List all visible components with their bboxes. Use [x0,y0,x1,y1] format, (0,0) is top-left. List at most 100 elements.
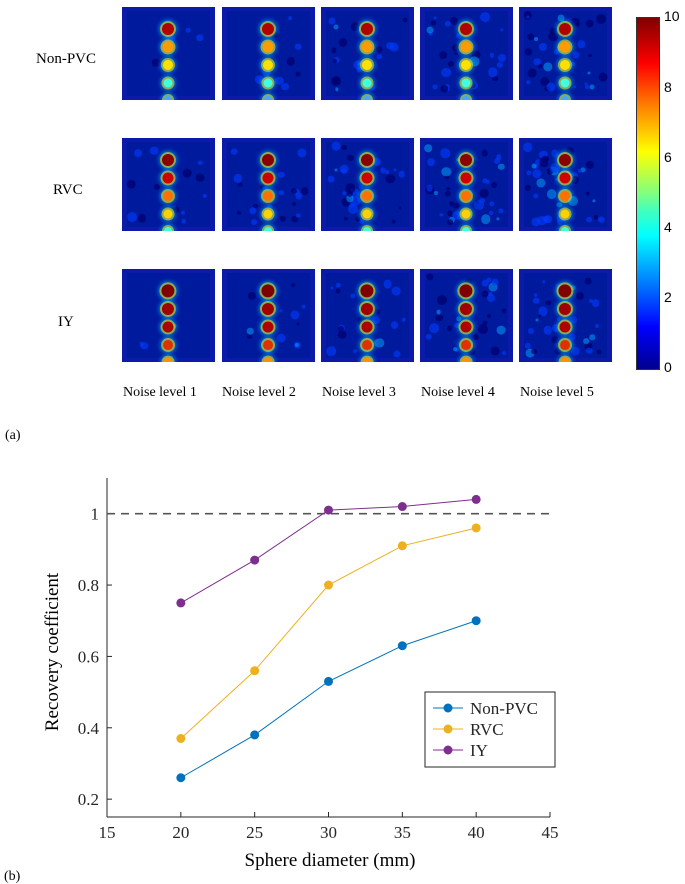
sphere-spot [161,284,175,298]
sphere-spot [362,78,372,88]
noise-speck [300,187,309,195]
noise-speck [593,215,599,220]
colorbar-tick: 8 [664,79,672,95]
y-tick-label: 0.2 [78,790,99,809]
noise-speck [526,15,530,19]
sphere-spot [163,357,173,362]
noise-speck [467,347,475,356]
noise-speck [472,159,478,165]
sphere-spot [262,41,274,53]
noise-speck [335,288,341,294]
noise-speck [482,320,488,325]
sphere-spot [460,321,472,333]
noise-speck [295,192,303,200]
legend-swatch-marker [443,745,453,755]
x-axis-label: Sphere diameter (mm) [245,850,416,871]
colorbar-tick: 6 [664,149,672,165]
noise-speck [353,348,358,353]
sphere-spot [459,302,473,316]
sphere-spot [163,60,173,70]
noise-speck [566,147,574,155]
noise-speck [297,148,307,158]
sphere-spot [263,60,273,70]
noise-speck [153,183,160,190]
noise-speck [464,278,472,285]
reconstruction-tile [519,7,612,100]
noise-speck [488,292,493,296]
sphere-spot [561,96,569,100]
sphere-spot [262,321,274,333]
noise-speck [391,286,401,296]
sphere-spot [361,172,373,184]
x-tick-label: 25 [246,823,263,842]
noise-speck [186,27,191,33]
noise-speck [195,34,204,42]
data-point [397,502,407,512]
noise-speck [585,191,591,197]
data-point [250,666,260,676]
noise-speck [373,157,382,166]
sphere-spot [263,340,273,350]
noise-speck [456,316,462,322]
noise-speck [349,188,359,198]
reconstruction-tile [122,269,215,362]
noise-speck [527,68,537,78]
legend-swatch-marker [443,703,453,713]
reconstruction-tile [222,269,315,362]
noise-speck [180,210,186,215]
sphere-spot [361,154,373,166]
noise-speck [580,167,586,173]
noise-speck [436,294,447,305]
noise-speck [589,84,595,90]
noise-speck [501,308,507,314]
reconstruction-tile [222,7,315,100]
noise-speck [342,191,346,195]
noise-speck [486,277,492,283]
x-tick-label: 45 [542,823,559,842]
noise-speck [438,51,447,60]
noise-speck [383,279,392,289]
noise-speck [473,199,484,210]
noise-speck [262,186,268,192]
noise-speck [330,286,334,290]
reconstruction-tile [420,138,513,231]
noise-speck [535,178,546,188]
sphere-spot [263,191,273,201]
noise-speck [290,310,300,320]
noise-speck [576,292,585,301]
data-point [176,773,186,783]
noise-speck [481,150,489,157]
noise-speck [553,48,560,56]
noise-speck [454,322,461,329]
noise-speck [134,149,143,158]
noise-speck [478,197,485,204]
data-point [397,641,407,651]
noise-speck [551,324,560,333]
noise-speck [598,72,608,82]
sphere-spot [261,284,275,298]
noise-speck [444,174,450,180]
sphere-spot [560,78,570,88]
noise-speck [569,285,576,291]
noise-speck [525,348,535,358]
noise-speck [472,333,479,340]
noise-speck [331,76,340,85]
noise-speck [296,322,300,326]
noise-speck [572,51,580,59]
sphere-spot [362,209,372,219]
noise-speck [500,28,504,32]
sphere-spot [363,96,371,100]
sphere-spot [263,78,273,88]
y-tick-label: 0.6 [78,647,99,666]
noise-speck [238,182,243,188]
noise-speck [537,63,543,69]
noise-speck [522,142,533,152]
noise-speck [480,214,491,224]
noise-speck [496,325,506,335]
sphere-spot [558,302,572,316]
noise-speck [585,19,594,28]
noise-speck [444,190,452,197]
data-point [250,730,260,740]
sphere-spot [559,154,571,166]
noise-speck [491,279,499,286]
